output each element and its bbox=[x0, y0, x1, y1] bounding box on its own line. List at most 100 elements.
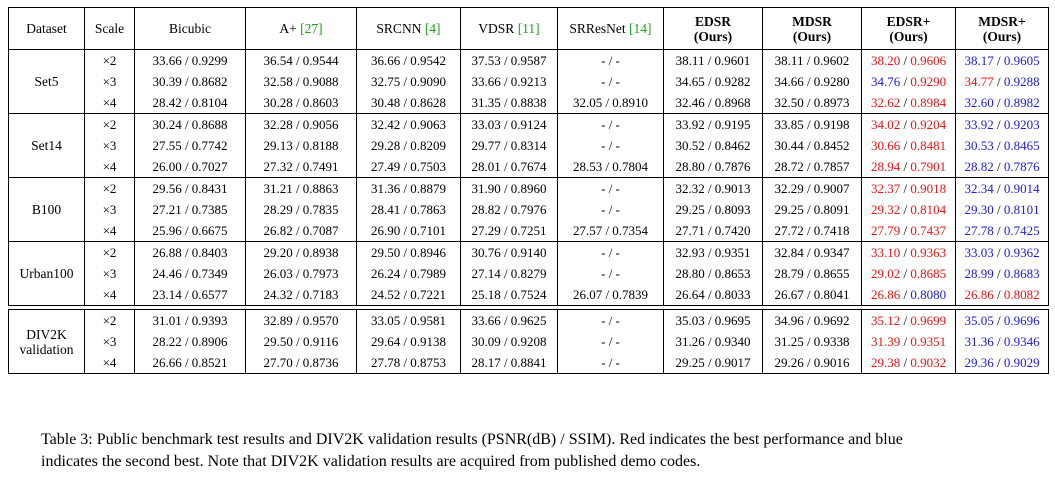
psnr-value: 33.03 bbox=[964, 245, 994, 260]
result-value: 36.66 / 0.9542 bbox=[370, 53, 447, 68]
result-cell-mdsr: 33.85 / 0.9198 30.44 / 0.8452 28.72 / 0.78… bbox=[762, 113, 862, 178]
ssim-value: 0.7437 bbox=[910, 223, 947, 238]
ssim-value: 0.9606 bbox=[910, 53, 947, 68]
ssim-value: 0.9346 bbox=[1003, 334, 1040, 349]
result-value: 34.96 / 0.9692 bbox=[774, 313, 850, 328]
result-value: 30.66 / 0.8481 bbox=[862, 135, 955, 156]
scale-value: ×4 bbox=[102, 95, 117, 110]
citation-link[interactable]: [14] bbox=[629, 21, 652, 36]
result-value: 30.44 / 0.8452 bbox=[774, 138, 850, 153]
result-cell-edsrp: 34.02 / 0.9204 30.66 / 0.8481 28.94 / 0.79… bbox=[861, 113, 956, 178]
result-value: 32.89 / 0.9570 bbox=[263, 313, 339, 328]
result-cell-vdsr: 31.90 / 0.8960 28.82 / 0.7976 27.29 / 0.72… bbox=[460, 177, 558, 242]
psnr-value: 35.12 bbox=[870, 313, 901, 328]
result-value: 23.14 / 0.6577 bbox=[152, 287, 228, 302]
result-value: 29.50 / 0.9116 bbox=[263, 334, 339, 349]
ssim-value: 0.8104 bbox=[910, 202, 947, 217]
scale-value: ×3 bbox=[102, 138, 117, 153]
value-separator: / bbox=[900, 53, 911, 68]
result-value: 28.82 / 0.7876 bbox=[956, 156, 1048, 177]
result-value: 34.66 / 0.9280 bbox=[774, 74, 850, 89]
result-cell-aplus: 32.89 / 0.9570 29.50 / 0.9116 27.70 / 0.87… bbox=[245, 309, 357, 374]
value-separator: / bbox=[993, 159, 1004, 174]
result-value: 31.26 / 0.9340 bbox=[675, 334, 751, 349]
psnr-value: 30.53 bbox=[964, 138, 994, 153]
column-header-srcnn: SRCNN [4] bbox=[356, 7, 461, 50]
result-value: 27.79 / 0.7437 bbox=[862, 220, 955, 241]
result-value: 27.55 / 0.7742 bbox=[152, 138, 228, 153]
result-value: 32.29 / 0.9007 bbox=[774, 181, 850, 196]
result-value: 28.01 / 0.7674 bbox=[471, 159, 547, 174]
result-cell-mdsrp: 38.17 / 0.9605 34.77 / 0.9288 32.60 / 0.89… bbox=[955, 49, 1049, 114]
result-value: 33.92 / 0.9203 bbox=[956, 114, 1048, 135]
result-value: 27.78 / 0.7425 bbox=[956, 220, 1048, 241]
ssim-value: 0.8984 bbox=[910, 95, 947, 110]
result-value: 29.25 / 0.8091 bbox=[774, 202, 850, 217]
result-value: 33.03 / 0.9362 bbox=[956, 242, 1048, 263]
result-value: 32.32 / 0.9013 bbox=[675, 181, 751, 196]
result-value: 28.82 / 0.7976 bbox=[471, 202, 547, 217]
result-cell-mdsrp: 32.34 / 0.9014 29.30 / 0.8101 27.78 / 0.74… bbox=[955, 177, 1049, 242]
result-value: 30.76 / 0.9140 bbox=[471, 245, 547, 260]
psnr-value: 33.92 bbox=[964, 117, 994, 132]
result-value: 26.67 / 0.8041 bbox=[774, 287, 850, 302]
result-cell-vdsr: 30.76 / 0.9140 27.14 / 0.8279 25.18 / 0.75… bbox=[460, 241, 558, 306]
citation-link[interactable]: [27] bbox=[300, 21, 323, 36]
result-value: 28.79 / 0.8655 bbox=[774, 266, 850, 281]
ssim-value: 0.8080 bbox=[910, 287, 947, 302]
result-value: 26.86 / 0.8082 bbox=[956, 284, 1048, 305]
result-value: - / - bbox=[601, 266, 620, 281]
dataset-name: DIV2K validation bbox=[8, 309, 85, 374]
ssim-value: 0.9018 bbox=[910, 181, 947, 196]
psnr-value: 26.86 bbox=[870, 287, 901, 302]
psnr-value: 29.38 bbox=[870, 355, 901, 370]
result-value: 33.10 / 0.9363 bbox=[862, 242, 955, 263]
result-value: 29.32 / 0.8104 bbox=[862, 199, 955, 220]
ssim-value: 0.9029 bbox=[1003, 355, 1040, 370]
result-value: 33.03 / 0.9124 bbox=[471, 117, 547, 132]
scale-cell: ×2 ×3 ×4 bbox=[84, 113, 135, 178]
psnr-value: 32.62 bbox=[870, 95, 901, 110]
result-cell-srresnet: - / - - / - 26.07 / 0.7839 bbox=[557, 241, 664, 306]
table-row: B100 ×2 ×3 ×4 29.56 / 0.8431 27.21 / 0.7385 25… bbox=[8, 177, 1049, 242]
value-separator: / bbox=[993, 355, 1004, 370]
citation-link[interactable]: [11] bbox=[517, 21, 540, 36]
result-cell-mdsrp: 33.03 / 0.9362 28.99 / 0.8683 26.86 / 0.80… bbox=[955, 241, 1049, 306]
result-value: 29.20 / 0.8938 bbox=[263, 245, 339, 260]
scale-value: ×3 bbox=[102, 266, 117, 281]
result-value: 27.29 / 0.7251 bbox=[471, 223, 547, 238]
ssim-value: 0.9605 bbox=[1003, 53, 1040, 68]
result-value: - / - bbox=[601, 181, 620, 196]
citation-link[interactable]: [4] bbox=[424, 21, 441, 36]
table-row: DIV2K validation ×2 ×3 ×4 31.01 / 0.9393 28.22… bbox=[8, 309, 1049, 374]
ssim-value: 0.9288 bbox=[1003, 74, 1040, 89]
psnr-value: 26.86 bbox=[964, 287, 994, 302]
column-header-label: A+ bbox=[279, 21, 297, 36]
result-value: 27.78 / 0.8753 bbox=[370, 355, 447, 370]
result-value: 26.88 / 0.8403 bbox=[152, 245, 228, 260]
result-value: 28.53 / 0.7804 bbox=[572, 159, 649, 174]
result-value: 30.48 / 0.8628 bbox=[370, 95, 447, 110]
result-value: 35.05 / 0.9696 bbox=[956, 310, 1048, 331]
result-value: 30.24 / 0.8688 bbox=[152, 117, 228, 132]
ssim-value: 0.9699 bbox=[910, 313, 947, 328]
result-value: 32.34 / 0.9014 bbox=[956, 178, 1048, 199]
result-value: 31.21 / 0.8863 bbox=[263, 181, 339, 196]
ssim-value: 0.9203 bbox=[1003, 117, 1040, 132]
value-separator: / bbox=[993, 334, 1004, 349]
scale-value: ×4 bbox=[102, 159, 117, 174]
result-cell-vdsr: 33.66 / 0.9625 30.09 / 0.9208 28.17 / 0.88… bbox=[460, 309, 558, 374]
result-cell-bicubic: 26.88 / 0.8403 24.46 / 0.7349 23.14 / 0.65… bbox=[134, 241, 246, 306]
result-value: 32.84 / 0.9347 bbox=[774, 245, 850, 260]
result-cell-aplus: 36.54 / 0.9544 32.58 / 0.9088 30.28 / 0.86… bbox=[245, 49, 357, 114]
result-cell-edsr: 33.92 / 0.9195 30.52 / 0.8462 28.80 / 0.78… bbox=[663, 113, 763, 178]
ssim-value: 0.9204 bbox=[910, 117, 947, 132]
table-row: Urban100 ×2 ×3 ×4 26.88 / 0.8403 24.46 / 0.73… bbox=[8, 241, 1049, 306]
result-value: 29.77 / 0.8314 bbox=[471, 138, 547, 153]
result-cell-edsr: 32.93 / 0.9351 28.80 / 0.8653 26.64 / 0.80… bbox=[663, 241, 763, 306]
column-header-vdsr: VDSR [11] bbox=[460, 7, 558, 50]
value-separator: / bbox=[993, 245, 1004, 260]
value-separator: / bbox=[900, 181, 911, 196]
column-header-label: EDSR bbox=[694, 13, 731, 29]
ssim-value: 0.7425 bbox=[1003, 223, 1040, 238]
